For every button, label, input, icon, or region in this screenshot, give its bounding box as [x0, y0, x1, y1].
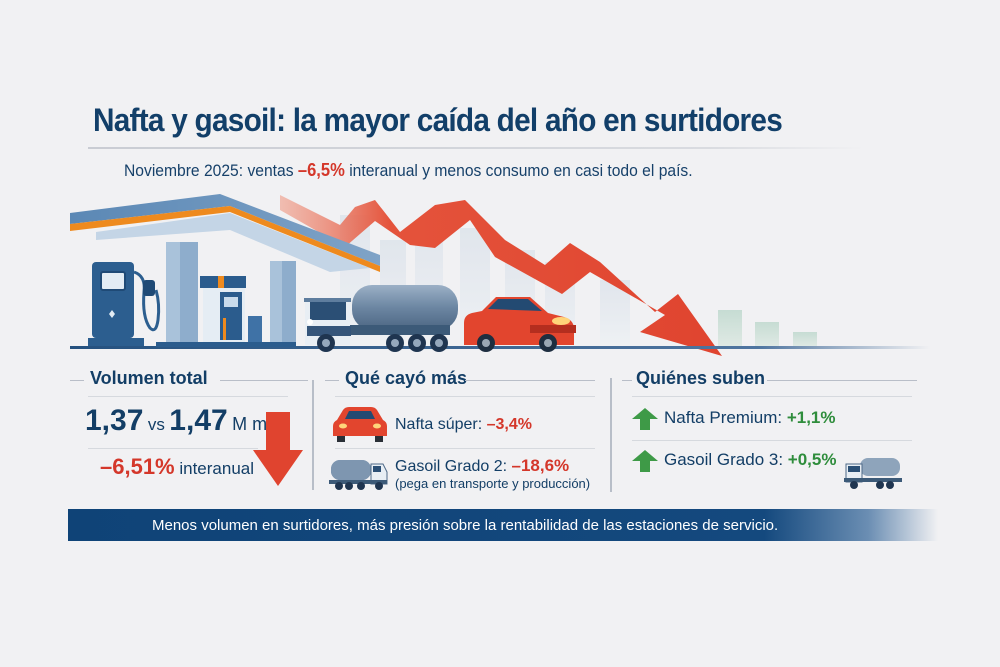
- suben-item-label: Nafta Premium:: [664, 408, 787, 427]
- cayo-item-value: –18,6%: [511, 456, 570, 475]
- summary-banner: Menos volumen en surtidores, más presión…: [68, 509, 938, 541]
- row-divider: [632, 440, 912, 441]
- row-divider: [88, 396, 288, 397]
- car-icon: [333, 407, 387, 442]
- tanker-truck-icon: [304, 285, 458, 352]
- cayo-item-note: (pega en transporte y producción): [395, 476, 591, 491]
- cayo-item: Nafta súper: –3,4%: [395, 416, 532, 434]
- row-divider: [88, 448, 258, 449]
- volumen-previous: 1,47: [169, 404, 228, 437]
- up-arrow-icon: [632, 408, 658, 430]
- suben-item-value: +1,1%: [786, 408, 836, 427]
- row-divider: [335, 448, 595, 449]
- up-arrow-icon: [632, 450, 658, 472]
- gas-pump-icon: [88, 262, 161, 346]
- down-trend-arrow-icon: [280, 195, 722, 356]
- hero-illustration: [70, 194, 930, 356]
- volumen-change: –6,51% interanual: [100, 454, 254, 480]
- tanker-truck-icon: [329, 460, 388, 490]
- subtitle-value: –6,5%: [297, 160, 345, 180]
- section-divider: [610, 378, 612, 492]
- heading-rule-right: [220, 380, 308, 381]
- cayo-item-value: –3,4%: [486, 416, 532, 433]
- volumen-current: 1,37: [85, 404, 144, 437]
- title-divider: [88, 147, 863, 149]
- row-divider: [632, 396, 912, 397]
- heading-rule-left: [70, 380, 84, 381]
- car-icon: [464, 297, 576, 352]
- gas-station-icon: [70, 194, 380, 347]
- down-arrow-icon: [253, 412, 303, 486]
- subtitle-prefix: Noviembre 2025: ventas: [124, 161, 298, 180]
- suben-heading: Quiénes suben: [636, 368, 766, 388]
- tanker-truck-icon: [844, 458, 902, 489]
- suben-item: Nafta Premium: +1,1%: [664, 408, 836, 428]
- cayo-item: Gasoil Grado 2: –18,6%: [395, 456, 569, 476]
- volumen-heading: Volumen total: [90, 368, 208, 388]
- volumen-change-label: interanual: [174, 459, 255, 478]
- heading-rule-left: [325, 380, 339, 381]
- volumen-unit: M m³: [232, 414, 274, 434]
- page-title: Nafta y gasoil: la mayor caída del año e…: [93, 102, 783, 138]
- heading-rule-right: [767, 380, 917, 381]
- volumen-values: 1,37 vs 1,47 M m³: [85, 404, 273, 438]
- suben-item: Gasoil Grado 3: +0,5%: [664, 450, 836, 470]
- cayo-item-label: Gasoil Grado 2:: [395, 458, 512, 475]
- subtitle: Noviembre 2025: ventas –6,5% interanual …: [124, 160, 693, 181]
- cayo-item-label: Nafta súper:: [395, 416, 487, 433]
- heading-rule-left: [622, 380, 632, 381]
- summary-banner-text: Menos volumen en surtidores, más presión…: [152, 516, 779, 534]
- cayo-heading: Qué cayó más: [345, 368, 468, 388]
- heading-rule-right: [465, 380, 595, 381]
- row-divider: [335, 396, 595, 397]
- subtitle-suffix: interanual y menos consumo en casi todo …: [344, 161, 693, 180]
- suben-item-value: +0,5%: [787, 450, 837, 469]
- volumen-vs: vs: [147, 415, 165, 434]
- section-divider: [312, 380, 314, 490]
- bar-chart-icon: [718, 310, 817, 346]
- volumen-change-value: –6,51%: [100, 454, 175, 479]
- suben-item-label: Gasoil Grado 3:: [664, 450, 788, 469]
